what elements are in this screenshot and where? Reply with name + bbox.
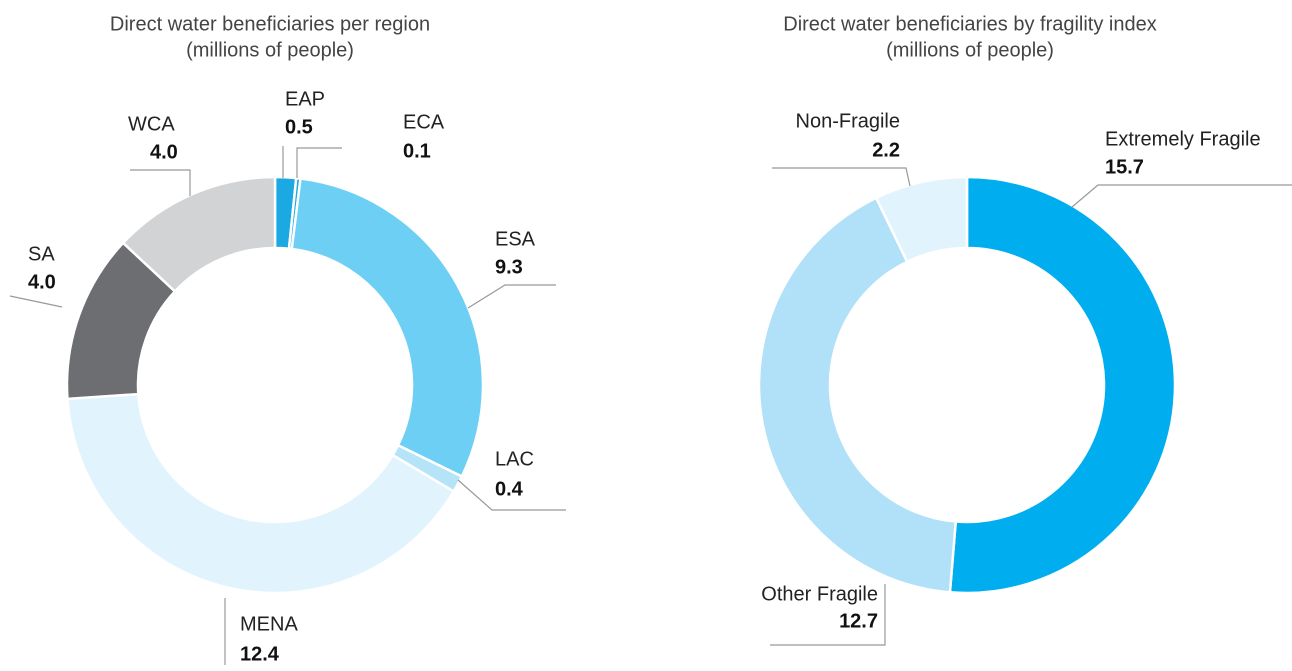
donut-slice [757, 196, 958, 594]
slice-label: ESA [495, 228, 536, 250]
slice-label: MENA [240, 613, 298, 635]
value-label: 4.0 [150, 141, 178, 163]
value-label: 15.7 [1105, 156, 1144, 178]
donut-slice [66, 392, 456, 595]
donut-slice [948, 175, 1177, 595]
leader-line [130, 169, 191, 196]
value-label: 0.1 [403, 140, 431, 162]
donut-slice [121, 175, 277, 294]
chart-subtitle: (millions of people) [886, 39, 1054, 61]
slice-label: LAC [495, 448, 534, 470]
slice-label: EAP [285, 88, 325, 110]
leader-line [457, 479, 566, 511]
value-label: 0.5 [285, 116, 313, 138]
donut-slice [290, 177, 485, 479]
slice-label: SA [28, 243, 55, 265]
value-label: 12.4 [240, 643, 280, 665]
value-label: 4.0 [28, 271, 56, 293]
donut-slice [874, 175, 969, 264]
leader-line [770, 584, 886, 646]
slice-label: ECA [403, 111, 445, 133]
slice-label: Non-Fragile [796, 110, 900, 132]
value-label: 0.4 [495, 478, 524, 500]
value-label: 9.3 [495, 256, 523, 278]
leader-line [9, 295, 63, 308]
leader-line [772, 167, 911, 187]
chart-subtitle: (millions of people) [186, 39, 354, 61]
value-label: 2.2 [872, 139, 900, 161]
leader-line [467, 284, 556, 309]
slice-label: Other Fragile [761, 583, 878, 605]
slice-label: Extremely Fragile [1105, 128, 1261, 150]
chart-title: Direct water beneficiaries by fragility … [783, 13, 1157, 35]
chart-title: Direct water beneficiaries per region [110, 13, 430, 35]
leader-line [1071, 184, 1292, 208]
value-label: 12.7 [839, 610, 878, 632]
leader-line [296, 147, 342, 178]
slice-label: WCA [128, 113, 175, 135]
